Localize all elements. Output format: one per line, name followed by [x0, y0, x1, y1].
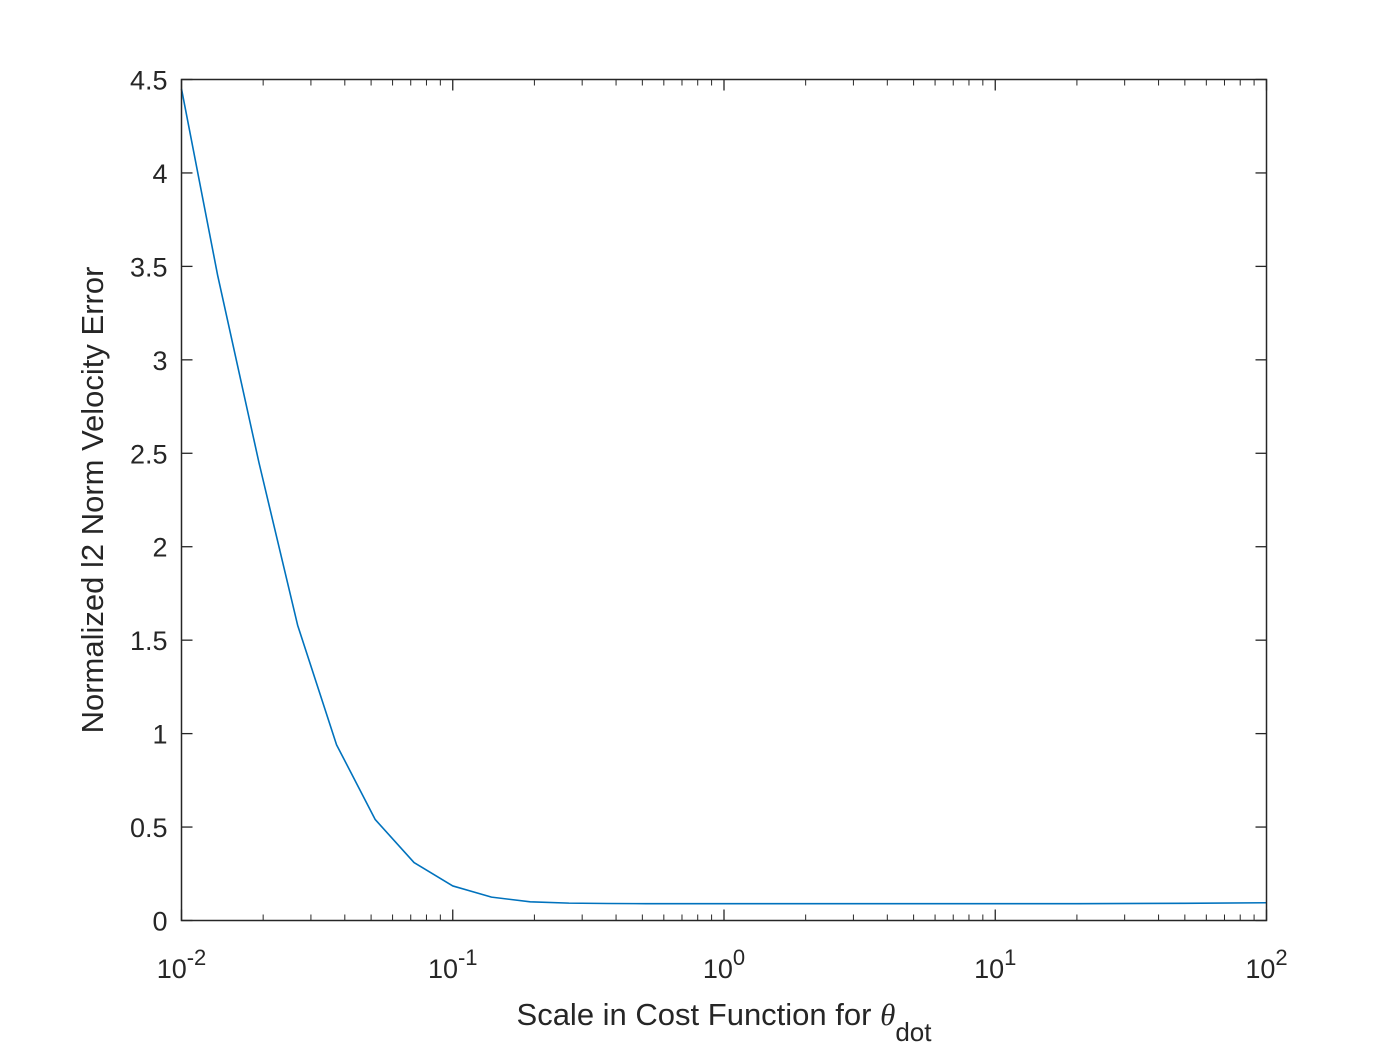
- x-tick-label: 10-1: [428, 945, 478, 984]
- y-tick-label: 3.5: [130, 252, 168, 282]
- x-tick-label: 10-2: [157, 945, 207, 984]
- x-tick-label-exponent: -2: [187, 945, 207, 970]
- y-tick-label: 2: [152, 533, 167, 563]
- series-line: [180, 88, 1267, 905]
- x-axis-label-subscript: dot: [895, 1017, 932, 1047]
- x-axis-label-main: Scale in Cost Function for: [517, 997, 881, 1032]
- x-tick-label-base: 10: [428, 954, 458, 984]
- x-tick-label-exponent: -1: [458, 945, 478, 970]
- x-tick-label-exponent: 0: [733, 945, 745, 970]
- x-tick-labels: 10-2 10-1 100 101 102: [157, 945, 1288, 984]
- x-tick-label-base: 10: [1245, 954, 1275, 984]
- x-tick-label: 102: [1245, 945, 1287, 984]
- x-axis-label-symbol: θ: [880, 997, 895, 1032]
- x-tick-label-exponent: 2: [1275, 945, 1287, 970]
- y-tick-label: 2.5: [130, 439, 168, 469]
- x-tick-label-base: 10: [703, 954, 733, 984]
- x-tick-label: 101: [974, 945, 1016, 984]
- y-tick-label: 1: [152, 720, 167, 750]
- series-layer: [180, 88, 1267, 905]
- y-tick-labels: 0 0.5 1 1.5 2 2.5 3 3.5 4 4.5: [130, 66, 168, 937]
- x-tick-label-base: 10: [974, 954, 1004, 984]
- ticks-layer: [180, 78, 1268, 922]
- y-tick-label: 1.5: [130, 626, 168, 656]
- y-tick-label: 4.5: [130, 66, 168, 96]
- x-tick-label-base: 10: [157, 954, 187, 984]
- x-axis-label: Scale in Cost Function for θdot: [517, 997, 933, 1047]
- x-tick-label: 100: [703, 945, 745, 984]
- x-tick-label-exponent: 1: [1004, 945, 1016, 970]
- y-tick-label: 0.5: [130, 813, 168, 843]
- axes-box: [180, 78, 1268, 922]
- y-axis-label: Normalized l2 Norm Velocity Error: [75, 267, 110, 734]
- y-tick-label: 4: [152, 159, 167, 189]
- y-tick-label: 0: [152, 907, 167, 937]
- y-tick-label: 3: [152, 346, 167, 376]
